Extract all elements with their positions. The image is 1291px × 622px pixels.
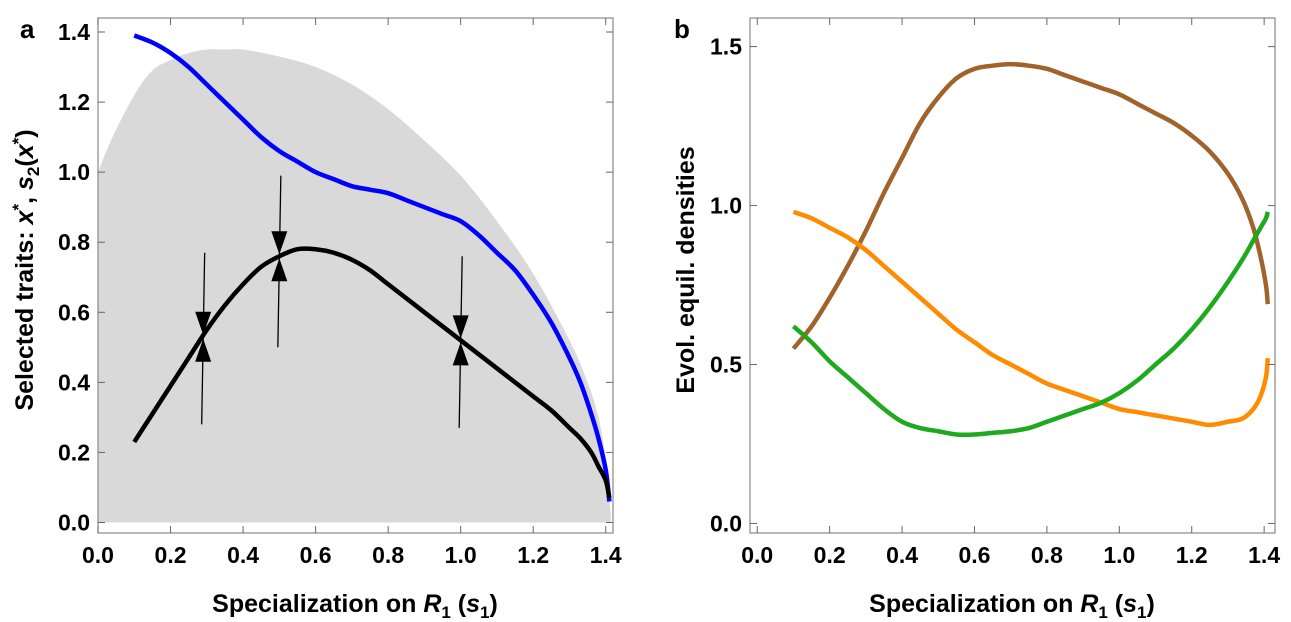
panel-b-y-tick-label-1: 0.5: [710, 352, 742, 378]
panel-a-arrow-head-down-2: [452, 315, 469, 339]
panel-a-x-tick-label-1: 0.2: [155, 542, 187, 568]
panel-b-series: [791, 61, 1271, 438]
panel-a-y-tick-label-2: 0.4: [58, 369, 90, 395]
panel-b-x-tick-label-0: 0.0: [741, 542, 773, 568]
panel-b-x-tick-label-2: 0.4: [886, 542, 918, 568]
panel-a-arrow-head-down-1: [271, 231, 288, 255]
feasible-region: [98, 49, 611, 523]
panel-b-x-axis-label: Specialization on R1 (s1): [869, 590, 1155, 622]
panel-a-arrow-shaft-0: [201, 252, 206, 425]
panel-a-arrow-head-up-2: [452, 342, 469, 366]
panel-a-label: a: [20, 14, 35, 44]
panel-a-y-tick-label-5: 1.0: [58, 159, 90, 185]
panel-a-x-tick-label-2: 0.4: [227, 542, 259, 568]
panel-b-x-tick-label-5: 1.0: [1103, 542, 1135, 568]
panel-a-frame: [97, 17, 614, 534]
panel-b-series-line-1: [792, 209, 1271, 428]
panel-b-y-tick-label-2: 1.0: [710, 193, 742, 219]
panel-a-y-axis-label: Selected traits: x*, s2(x*): [9, 129, 43, 410]
panel-b-y-tick-label-3: 1.5: [710, 34, 742, 60]
panel-b-y-tick-label-0: 0.0: [710, 510, 742, 536]
panel-a-x-tick-label-7: 1.4: [590, 542, 622, 568]
panel-b-frame: [749, 17, 1276, 534]
panel-b-y-axis-label: Evol. equil. densities: [672, 146, 700, 393]
panel-a: 0.0 0.2 0.4 0.6 0.8 1.0 1.2 1.4 0.0 0.2 0.4 0.6 0.8 1…: [9, 14, 622, 622]
panel-a-y-tick-label-1: 0.2: [58, 439, 90, 465]
panel-a-ticks: 0.0 0.2 0.4 0.6 0.8 1.0 1.2 1.4 0.0 0.2 0.4 0.6 0.8 1…: [58, 18, 622, 568]
panel-b: 0.0 0.2 0.4 0.6 0.8 1.0 1.2 1.4 0.0 0.5 1.0 1.5 b S…: [672, 14, 1280, 622]
panel-a-y-tick-label-0: 0.0: [58, 509, 90, 535]
panel-a-series-line-0: [133, 33, 612, 502]
panel-a-arrow-shaft-2: [458, 256, 463, 428]
panel-a-x-tick-label-4: 0.8: [372, 542, 404, 568]
panel-b-x-tick-label-4: 0.8: [1031, 542, 1063, 568]
panel-a-arrows: [195, 175, 469, 428]
panel-b-ticks: 0.0 0.2 0.4 0.6 0.8 1.0 1.2 1.4 0.0 0.5 1.0 1.5: [710, 18, 1280, 568]
panel-a-arrow-head-up-0: [195, 338, 212, 362]
panel-a-x-tick-label-6: 1.2: [517, 542, 549, 568]
panel-a-series: [132, 33, 612, 502]
panel-a-y-tick-label-4: 0.8: [58, 229, 90, 255]
panel-a-x-axis-label: Specialization on R1 (s1): [212, 590, 498, 622]
panel-b-series-line-0: [791, 61, 1271, 351]
panel-b-x-tick-label-6: 1.2: [1176, 542, 1208, 568]
panel-a-x-tick-label-5: 1.0: [445, 542, 477, 568]
panel-a-y-tick-label-6: 1.2: [58, 89, 90, 115]
panel-b-label: b: [674, 14, 690, 44]
panel-b-x-tick-label-1: 0.2: [814, 542, 846, 568]
panel-a-y-tick-label-3: 0.6: [58, 299, 90, 325]
panel-b-x-tick-label-3: 0.6: [958, 542, 990, 568]
panel-a-shaded-region: [98, 49, 611, 523]
panel-a-x-tick-label-3: 0.6: [300, 542, 332, 568]
panel-a-arrow-head-up-1: [271, 258, 288, 282]
panel-a-y-tick-label-7: 1.4: [58, 19, 90, 45]
panel-a-x-tick-label-0: 0.0: [82, 542, 114, 568]
panel-b-x-tick-label-7: 1.4: [1248, 542, 1280, 568]
panel-a-arrow-head-down-0: [195, 311, 212, 335]
panel-b-series-line-2: [791, 211, 1270, 438]
panel-a-series-line-1: [132, 246, 612, 499]
